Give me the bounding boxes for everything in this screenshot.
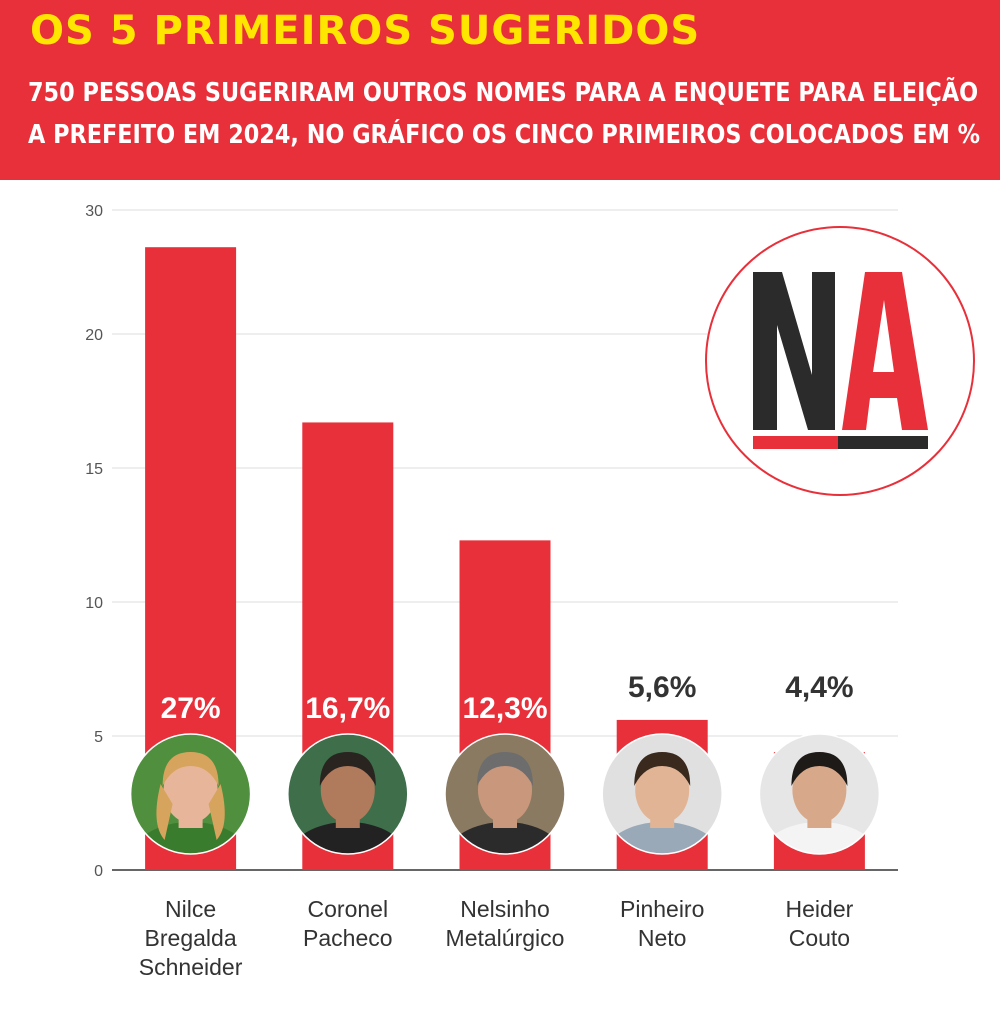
logo-letter-a: [842, 272, 928, 430]
data-label: 16,7%: [305, 692, 390, 725]
candidate-photo: [758, 733, 881, 855]
logo-underline-dark: [838, 436, 928, 449]
chart-subtitle: 750 PESSOAS SUGERIRAM OUTROS NOMES PARA …: [28, 72, 981, 156]
subtitle-line-2: A PREFEITO EM 2024, NO GRÁFICO OS CINCO …: [28, 120, 981, 150]
category-label: Heider Couto: [786, 896, 854, 951]
subtitle-line-1: 750 PESSOAS SUGERIRAM OUTROS NOMES PARA …: [28, 78, 979, 108]
logo-letter-n: [753, 272, 835, 430]
header-banner: OS 5 PRIMEIROS SUGERIDOS 750 PESSOAS SUG…: [0, 0, 1000, 180]
data-label: 4,4%: [785, 671, 853, 704]
y-tick-label: 10: [85, 595, 103, 612]
y-tick-label: 30: [85, 203, 103, 220]
candidate-photo: [129, 733, 252, 855]
data-label: 12,3%: [462, 692, 547, 725]
candidate-photo: [287, 733, 409, 855]
y-tick-label: 15: [85, 461, 103, 478]
y-tick-label: 20: [85, 327, 103, 344]
category-label: Nilce Bregalda Schneider: [139, 896, 243, 980]
candidate-photo: [444, 733, 566, 855]
category-label: Coronel Pacheco: [303, 896, 393, 951]
data-label: 27%: [161, 692, 221, 725]
data-label: 5,6%: [628, 671, 696, 704]
category-label: Nelsinho Metalúrgico: [446, 896, 565, 951]
y-tick-label: 0: [94, 863, 103, 880]
category-label: Pinheiro Neto: [620, 896, 704, 951]
logo: [705, 226, 975, 496]
y-tick-label: 5: [94, 729, 103, 746]
logo-underline-red: [753, 436, 838, 449]
chart-title: OS 5 PRIMEIROS SUGERIDOS: [30, 8, 701, 54]
candidate-photo: [601, 733, 723, 855]
